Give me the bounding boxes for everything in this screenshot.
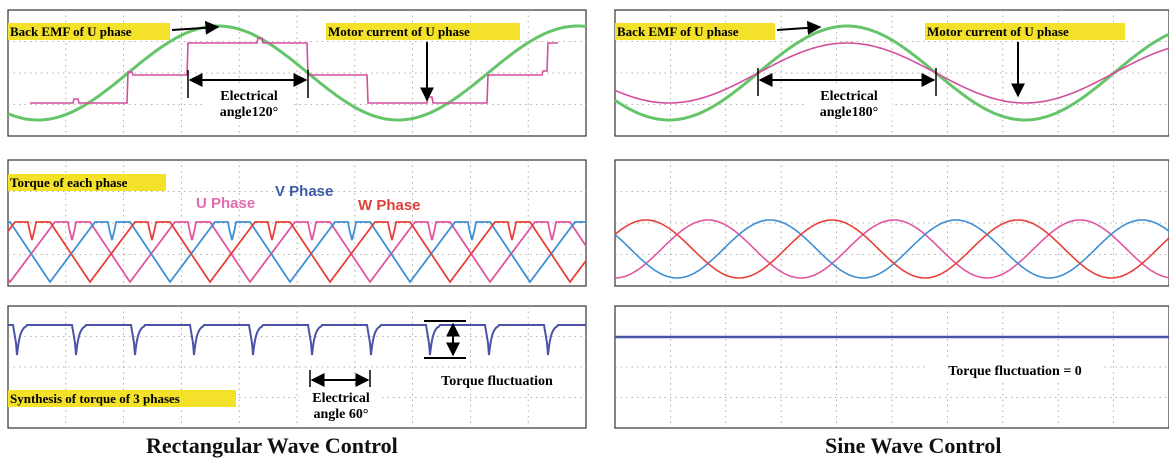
v-phase-label: V Phase <box>275 183 333 200</box>
u-phase-label: U Phase <box>196 195 255 212</box>
rect-emf-wave <box>7 24 587 122</box>
rect-emf-label: Back EMF of U phase <box>8 23 170 40</box>
sine-caption: Sine Wave Control <box>825 433 1002 458</box>
rect-u-torque-wave <box>7 221 587 284</box>
sine-u-torque-wave <box>614 219 1169 279</box>
rect-current-wave <box>30 37 558 104</box>
sine-180-label-line2: angle180° <box>820 105 879 120</box>
rect-60-label-line1: Electrical <box>312 391 370 406</box>
rect-v-torque-wave <box>8 221 586 284</box>
rect-torque-label: Torque of each phase <box>8 174 166 191</box>
svg-text:Torque of each phase: Torque of each phase <box>10 175 128 190</box>
rect-120-label-line1: Electrical <box>220 89 278 104</box>
rectangular-caption: Rectangular Wave Control <box>146 433 398 458</box>
svg-text:Back EMF of U phase: Back EMF of U phase <box>10 24 132 39</box>
rect-120-label-line2: angle120° <box>220 105 279 120</box>
sine-v-torque-wave <box>614 219 1169 279</box>
sine-w-torque-wave <box>614 219 1169 279</box>
rect-fluctuation-label: Torque fluctuation <box>441 374 553 389</box>
sine-emf-arrow <box>776 20 822 35</box>
svg-text:Back EMF of U phase: Back EMF of U phase <box>617 24 739 39</box>
rect-emf-arrow <box>171 20 220 35</box>
sine-fluctuation-label: Torque fluctuation = 0 <box>948 364 1082 379</box>
svg-text:Synthesis of torque of 3 phase: Synthesis of torque of 3 phases <box>10 391 180 406</box>
rect-synthesis-wave <box>8 324 586 356</box>
w-phase-label: W Phase <box>358 197 421 214</box>
sine-current-wave <box>614 42 1169 104</box>
rect-torque-panel <box>7 159 587 287</box>
rect-w-torque-wave <box>7 221 587 284</box>
rect-synthesis-label: Synthesis of torque of 3 phases <box>8 390 236 407</box>
sine-emf-label: Back EMF of U phase <box>615 23 775 40</box>
rect-current-label: Motor current of U phase <box>326 23 520 40</box>
svg-text:Motor current of U phase: Motor current of U phase <box>328 24 470 39</box>
sine-180-label-line1: Electrical <box>820 89 878 104</box>
sine-torque-panel <box>614 159 1169 287</box>
sine-emf-wave <box>614 24 1169 122</box>
svg-text:Motor current of U phase: Motor current of U phase <box>927 24 1069 39</box>
sine-current-label: Motor current of U phase <box>925 23 1125 40</box>
rect-60-label-line2: angle 60° <box>314 407 369 422</box>
rect-synthesis-panel <box>7 305 587 429</box>
rect-synthesis-grid <box>8 306 586 428</box>
